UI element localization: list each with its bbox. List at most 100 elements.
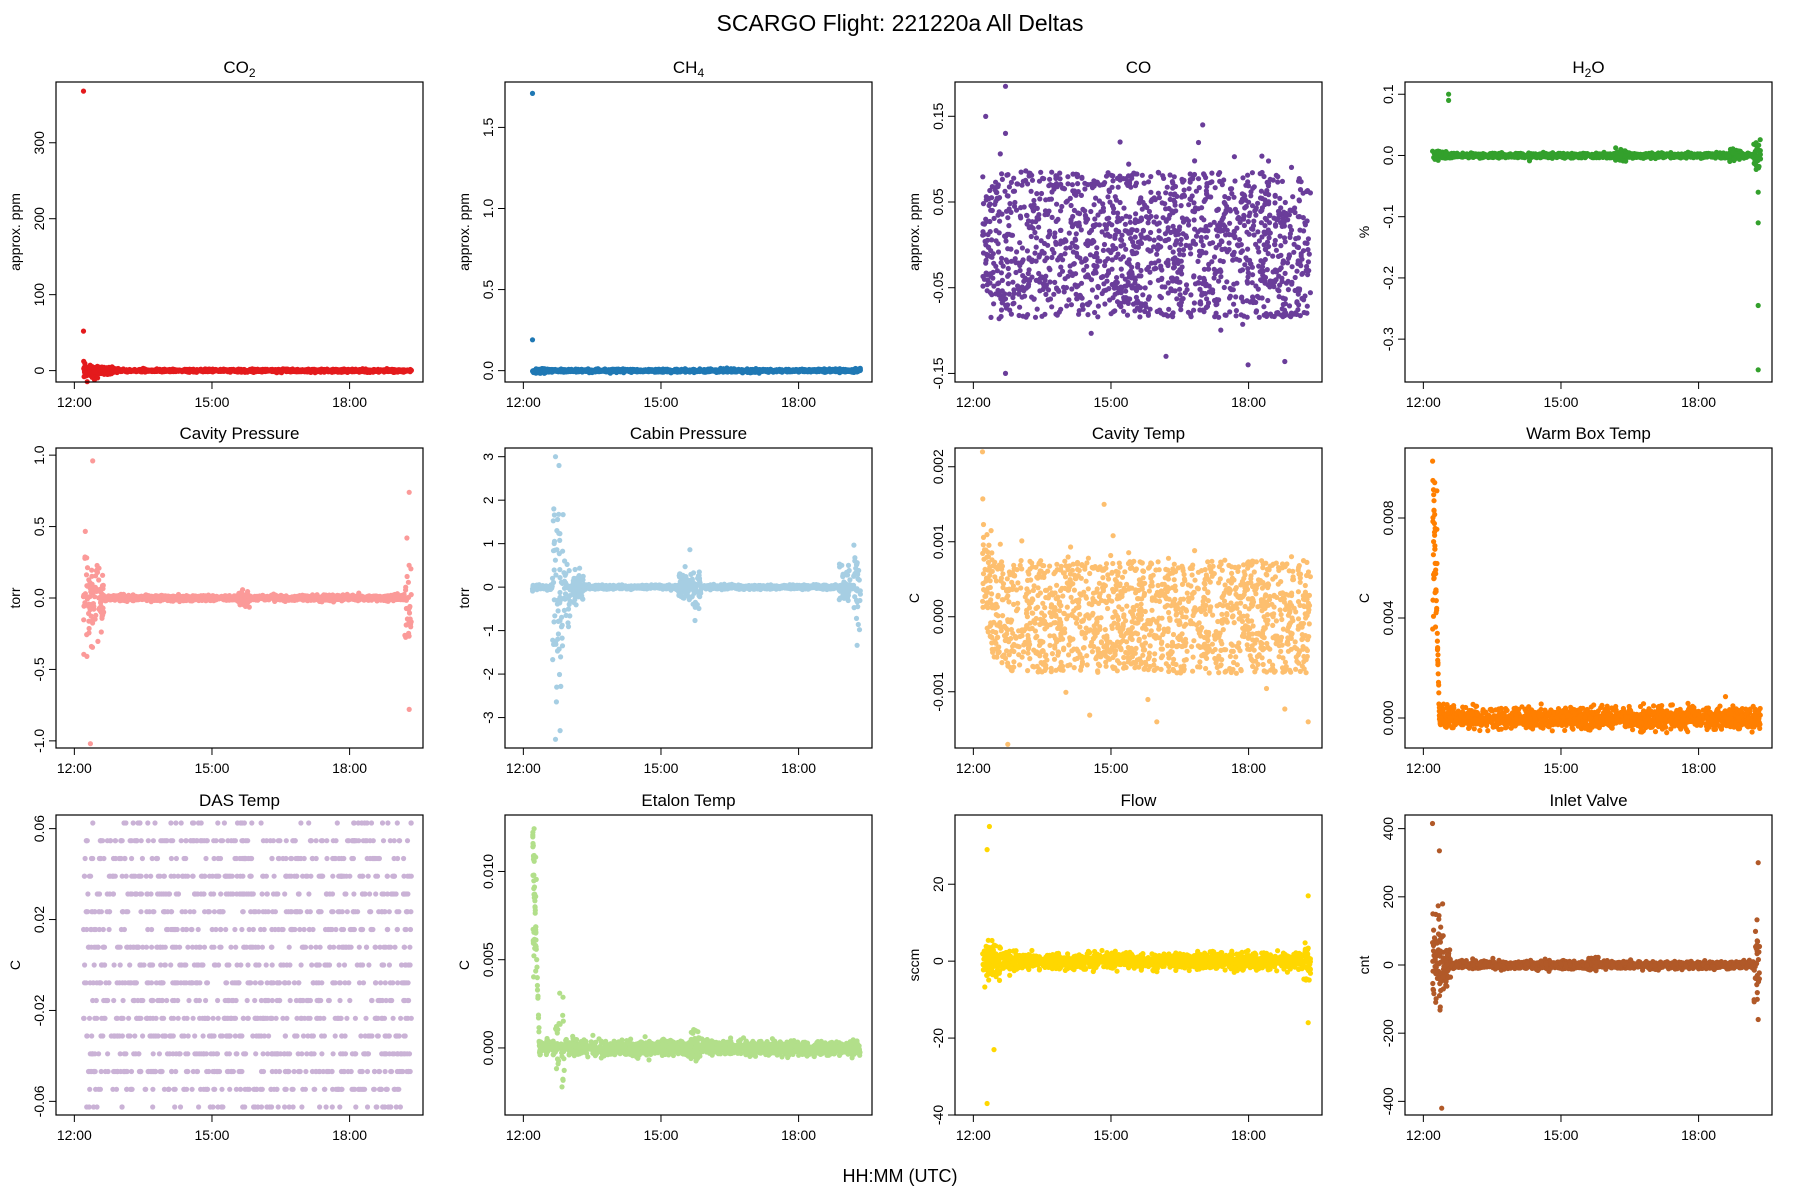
data-point [1013, 269, 1019, 276]
data-point [1129, 264, 1135, 270]
data-point [1016, 312, 1022, 319]
data-point [1068, 219, 1074, 225]
data-point [1243, 182, 1249, 188]
y-tick-label: -0.05 [930, 272, 946, 304]
x-tick-label: 18:00 [332, 394, 367, 410]
data-point [1262, 280, 1268, 286]
data-point [1282, 239, 1288, 245]
data-point [1170, 185, 1176, 191]
data-point [1121, 299, 1127, 305]
data-point [1292, 287, 1298, 294]
data-point [754, 367, 760, 373]
data-point [1294, 268, 1300, 274]
data-point [1213, 227, 1219, 233]
data-point [1129, 274, 1135, 280]
data-point [1226, 240, 1232, 246]
data-point [1199, 248, 1205, 254]
data-point [1038, 169, 1044, 175]
data-point [1062, 237, 1068, 243]
data-point [1017, 240, 1023, 246]
data-point [1069, 286, 1075, 292]
data-point [1240, 299, 1246, 305]
data-point [81, 358, 87, 364]
data-point [1036, 216, 1042, 222]
data-point [1070, 171, 1076, 177]
data-point [1129, 269, 1135, 275]
x-tick-label: 15:00 [1093, 394, 1128, 410]
data-point [1106, 188, 1112, 195]
data-point [999, 300, 1005, 306]
data-point [1022, 293, 1028, 299]
data-point [1216, 242, 1222, 248]
data-point [1187, 311, 1194, 318]
data-point [1002, 291, 1008, 297]
data-point [998, 313, 1004, 320]
data-point [1224, 203, 1230, 210]
data-point [1077, 211, 1083, 217]
data-point [808, 367, 814, 373]
data-point [1292, 274, 1298, 281]
data-point [1073, 221, 1079, 227]
data-point [1170, 210, 1176, 216]
data-point [1059, 185, 1066, 191]
data-point [656, 368, 662, 374]
data-point [841, 369, 847, 375]
data-point [1158, 244, 1164, 250]
data-point [1036, 224, 1042, 230]
data-point [1028, 233, 1034, 240]
data-point [1010, 279, 1016, 285]
data-point [1196, 185, 1202, 191]
data-point [983, 113, 989, 119]
data-point [1106, 286, 1112, 292]
data-point [1233, 308, 1239, 314]
data-point [1115, 184, 1121, 190]
data-point [1278, 252, 1284, 258]
data-point [1304, 303, 1310, 309]
data-point [1192, 226, 1198, 232]
data-point [352, 368, 358, 374]
data-point [1174, 193, 1180, 199]
data-point [988, 207, 994, 213]
data-point [224, 368, 231, 374]
data-point [1098, 209, 1104, 215]
data-point [1250, 272, 1256, 278]
data-point [1068, 302, 1074, 308]
data-point [1278, 243, 1284, 249]
data-point [1233, 313, 1239, 319]
data-point [1272, 200, 1278, 206]
data-point [1209, 179, 1215, 185]
h2o-points [1430, 91, 1764, 373]
data-point [1121, 308, 1127, 314]
data-point [1245, 274, 1251, 280]
data-point [1156, 228, 1162, 234]
data-point [1107, 297, 1113, 303]
data-point [1070, 188, 1076, 194]
data-point [1258, 258, 1264, 264]
data-point [1148, 174, 1154, 180]
data-point [1257, 269, 1263, 275]
data-point [1195, 139, 1202, 146]
co-points [980, 83, 1313, 376]
data-point [1217, 220, 1223, 226]
data-point [1178, 203, 1184, 209]
data-point [1032, 314, 1039, 320]
data-point [1163, 312, 1169, 318]
data-point [1181, 177, 1187, 183]
data-point [393, 369, 399, 375]
data-point [1031, 197, 1037, 204]
data-point [1099, 290, 1105, 297]
data-point [1275, 287, 1281, 293]
data-point [1100, 247, 1106, 253]
data-point [284, 368, 291, 374]
data-point [1034, 306, 1040, 312]
data-point [790, 367, 796, 373]
data-point [1138, 303, 1144, 309]
data-point [1222, 210, 1229, 216]
data-point [1105, 170, 1111, 176]
data-point [1289, 207, 1295, 213]
data-point [993, 263, 999, 269]
data-point [1170, 223, 1176, 229]
data-point [1138, 195, 1144, 201]
data-point [1179, 215, 1185, 221]
